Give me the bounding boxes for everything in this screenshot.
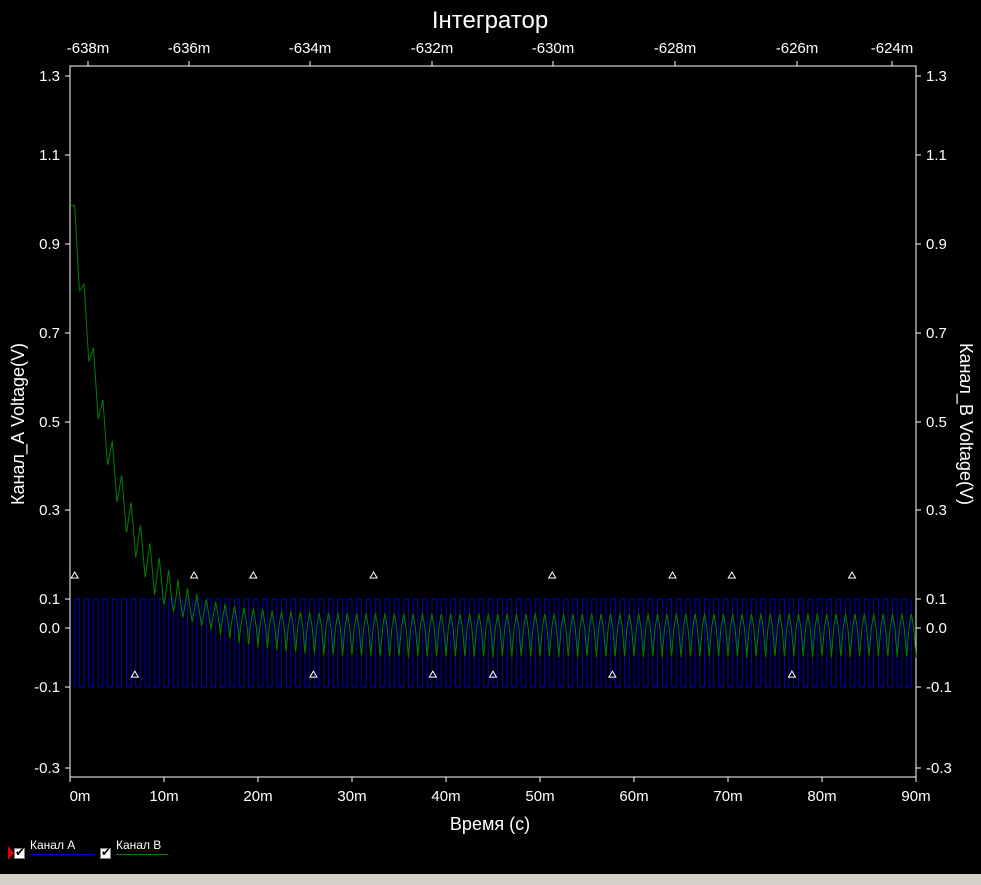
data-marker <box>608 670 617 678</box>
y-right-tick-label: 0.0 <box>926 620 947 637</box>
y-left-tick-label: 1.1 <box>39 147 60 164</box>
data-marker <box>309 670 318 678</box>
y-right-tick-label: 0.3 <box>926 502 947 519</box>
y-left-tick-label: 1.3 <box>39 68 60 85</box>
y-left-tick-label: -0.3 <box>34 760 60 777</box>
legend-label-channel-a: Канал А <box>30 838 76 852</box>
legend-label-channel-b: Канал В <box>116 838 162 852</box>
x-tick-label: 20m <box>243 788 272 805</box>
data-marker <box>668 570 677 579</box>
data-marker <box>488 670 498 678</box>
y-left-tick-label: 0.5 <box>39 414 60 431</box>
y-axis-right-label: Канал_В Voltage(V) <box>955 343 976 505</box>
data-marker <box>70 570 80 579</box>
y-right-tick-label: 0.5 <box>926 414 947 431</box>
legend-item-channel-a[interactable]: Канал А <box>14 838 94 862</box>
chart-title: Інтегратор <box>432 7 548 34</box>
legend-item-channel-b[interactable]: Канал В <box>100 838 170 862</box>
series-channel-b-line <box>69 203 917 658</box>
x-axis-label: Время (с) <box>450 814 530 834</box>
y-left-tick-label: 0.9 <box>39 236 60 253</box>
y-right-tick-label: 0.7 <box>926 325 947 342</box>
legend-swatch-channel-a <box>30 854 94 855</box>
y-left-tick-label: -0.1 <box>34 679 60 696</box>
y-right-tick-label: 1.1 <box>926 147 947 164</box>
x-tick-label: 10m <box>149 788 178 805</box>
plot-area: 0m 10m 20m 30m 40m 50m 60m 70m 80m 90m -638m -636m -… <box>34 40 952 805</box>
legend-checkbox-channel-a[interactable] <box>14 845 25 859</box>
x-tick-label: 30m <box>337 788 366 805</box>
data-marker <box>248 570 258 579</box>
y-right-tick-label: 0.9 <box>926 236 947 253</box>
series-channel-a-line <box>74 598 912 688</box>
y-right-tick-label: -0.3 <box>926 760 952 777</box>
y-right-tick-label: 0.1 <box>926 591 947 608</box>
data-marker <box>189 570 199 579</box>
x-tick-label: 60m <box>619 788 648 805</box>
data-marker <box>369 570 378 579</box>
window-bottom-strip <box>0 874 981 885</box>
y-left-tick-label: 0.3 <box>39 502 60 519</box>
x-top-tick-label: -632m <box>411 40 454 57</box>
x-tick-label: 50m <box>525 788 554 805</box>
data-marker <box>547 570 557 579</box>
data-marker <box>130 670 140 678</box>
x-top-tick-label: -638m <box>67 40 110 57</box>
data-marker <box>727 570 737 579</box>
data-marker <box>847 570 857 579</box>
x-tick-label: 70m <box>713 788 742 805</box>
legend-swatch-channel-b <box>116 854 168 855</box>
x-top-tick-label: -634m <box>289 40 332 57</box>
x-tick-label: 0m <box>70 788 91 805</box>
y-left-tick-label: 0.7 <box>39 325 60 342</box>
legend-checkbox-channel-b[interactable] <box>100 845 111 859</box>
x-top-tick-label: -628m <box>654 40 697 57</box>
x-top-tick-label: -626m <box>776 40 819 57</box>
x-tick-label: 40m <box>431 788 460 805</box>
y-right-tick-label: 1.3 <box>926 68 947 85</box>
y-left-tick-label: 0.0 <box>39 620 60 637</box>
data-marker <box>428 670 438 678</box>
y-axis-left-label: Канал_А Voltage(V) <box>8 343 29 505</box>
x-tick-label: 80m <box>807 788 836 805</box>
y-left-tick-label: 0.1 <box>39 591 60 608</box>
y-right-tick-label: -0.1 <box>926 679 952 696</box>
x-top-tick-label: -636m <box>168 40 211 57</box>
legend: Канал А Канал В <box>0 838 981 862</box>
x-top-tick-label: -624m <box>871 40 914 57</box>
cursor-marker-icon <box>8 846 14 860</box>
data-marker <box>787 670 797 678</box>
x-tick-label: 90m <box>901 788 930 805</box>
x-top-tick-label: -630m <box>532 40 575 57</box>
